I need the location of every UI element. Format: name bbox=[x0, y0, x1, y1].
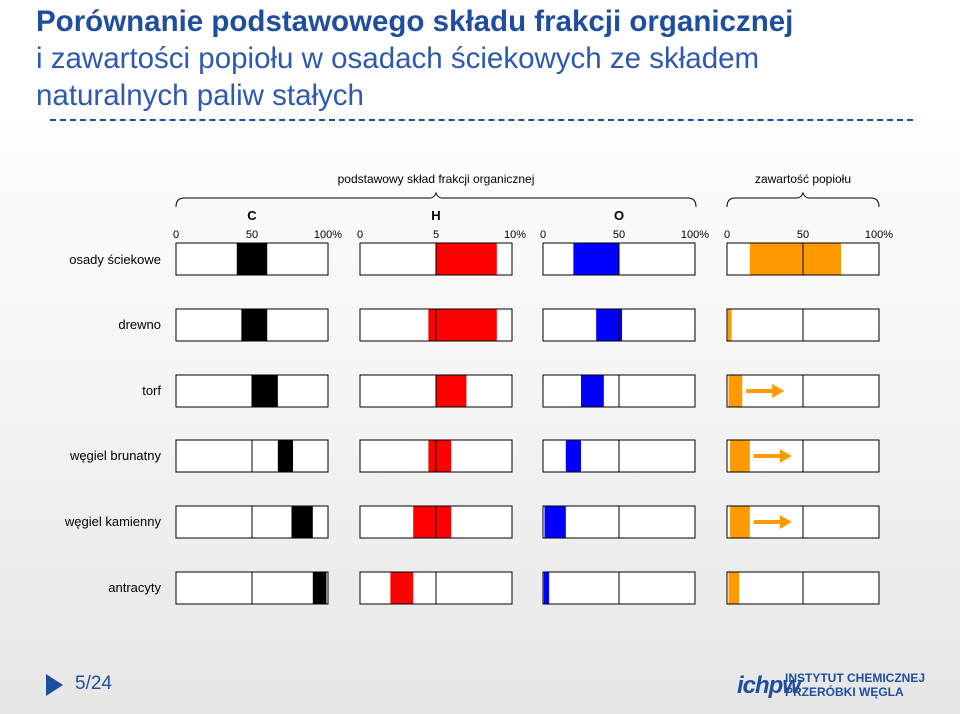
logo-mark: ichpw bbox=[737, 672, 801, 699]
bar-H-2 bbox=[436, 375, 467, 407]
row-label-2: torf bbox=[142, 383, 161, 398]
tick-label-C-0: 0 bbox=[173, 229, 179, 241]
bar-H-4 bbox=[413, 506, 452, 538]
tick-label-O-1: 50 bbox=[613, 229, 625, 241]
page-number: 5/24 bbox=[75, 673, 112, 694]
group-label-organic: podstawowy skład frakcji organicznej bbox=[338, 172, 535, 186]
row-label-3: węgiel brunatny bbox=[69, 448, 162, 463]
row-label-5: antracyty bbox=[108, 580, 161, 595]
slide-title: Porównanie podstawowego składu frakcji o… bbox=[36, 3, 936, 114]
arrow-head-2 bbox=[772, 384, 785, 398]
bracket-ash bbox=[726, 191, 880, 208]
tick-label-ash-1: 50 bbox=[797, 229, 809, 241]
title-line-1: Porównanie podstawowego składu frakcji o… bbox=[36, 5, 794, 38]
bar-H-0 bbox=[436, 243, 497, 275]
bar-O-3 bbox=[565, 440, 581, 472]
bar-O-1 bbox=[596, 309, 623, 341]
bar-ash-5 bbox=[728, 572, 740, 604]
bar-O-0 bbox=[573, 243, 619, 275]
tick-label-C-1: 50 bbox=[246, 229, 258, 241]
bar-C-3 bbox=[277, 440, 294, 472]
title-divider bbox=[50, 119, 913, 121]
arrow-head-3 bbox=[779, 449, 792, 463]
logo-line-1: INSTYTUT CHEMICZNEJ bbox=[785, 671, 926, 685]
institute-logo: ichpw INSTYTUT CHEMICZNEJ PRZERÓBKI WĘGL… bbox=[737, 670, 937, 702]
row-label-1: drewno bbox=[118, 317, 161, 332]
tick-label-C-2: 100% bbox=[314, 229, 342, 241]
bar-ash-0 bbox=[749, 243, 841, 275]
bar-C-2 bbox=[252, 375, 278, 407]
play-arrow-icon[interactable] bbox=[46, 674, 63, 696]
bar-H-3 bbox=[428, 440, 452, 472]
panel-label-O: O bbox=[614, 208, 624, 223]
row-label-0: osady ściekowe bbox=[69, 252, 161, 267]
bracket-organic bbox=[175, 191, 697, 208]
tick-label-ash-0: 0 bbox=[724, 229, 730, 241]
group-label-ash: zawartość popiołu bbox=[755, 172, 851, 186]
tick-label-ash-2: 100% bbox=[865, 229, 893, 241]
tick-label-O-0: 0 bbox=[540, 229, 546, 241]
panel-label-C: C bbox=[247, 208, 257, 223]
bar-O-4 bbox=[544, 506, 566, 538]
bar-ash-1 bbox=[727, 309, 732, 341]
bar-H-5 bbox=[390, 572, 414, 604]
bar-ash-4 bbox=[730, 506, 750, 538]
bar-C-5 bbox=[312, 572, 327, 604]
arrow-head-4 bbox=[779, 515, 792, 529]
bar-H-1 bbox=[428, 309, 497, 341]
title-line-3: naturalnych paliw stałych bbox=[36, 79, 364, 112]
bar-ash-2 bbox=[728, 375, 743, 407]
tick-label-H-0: 0 bbox=[357, 229, 363, 241]
logo-text: INSTYTUT CHEMICZNEJ PRZERÓBKI WĘGLA bbox=[785, 671, 925, 699]
bar-C-1 bbox=[241, 309, 268, 341]
panel-label-H: H bbox=[431, 208, 440, 223]
tick-label-H-1: 5 bbox=[433, 229, 439, 241]
title-line-2: i zawartości popiołu w osadach ściekowyc… bbox=[36, 42, 760, 75]
bar-O-5 bbox=[543, 572, 550, 604]
row-label-4: węgiel kamienny bbox=[64, 514, 162, 529]
tick-label-O-2: 100% bbox=[681, 229, 709, 241]
bar-ash-3 bbox=[730, 440, 750, 472]
bar-C-4 bbox=[291, 506, 313, 538]
logo-line-2: PRZERÓBKI WĘGLA bbox=[785, 685, 904, 699]
tick-label-H-2: 10% bbox=[504, 229, 526, 241]
bar-O-2 bbox=[581, 375, 604, 407]
